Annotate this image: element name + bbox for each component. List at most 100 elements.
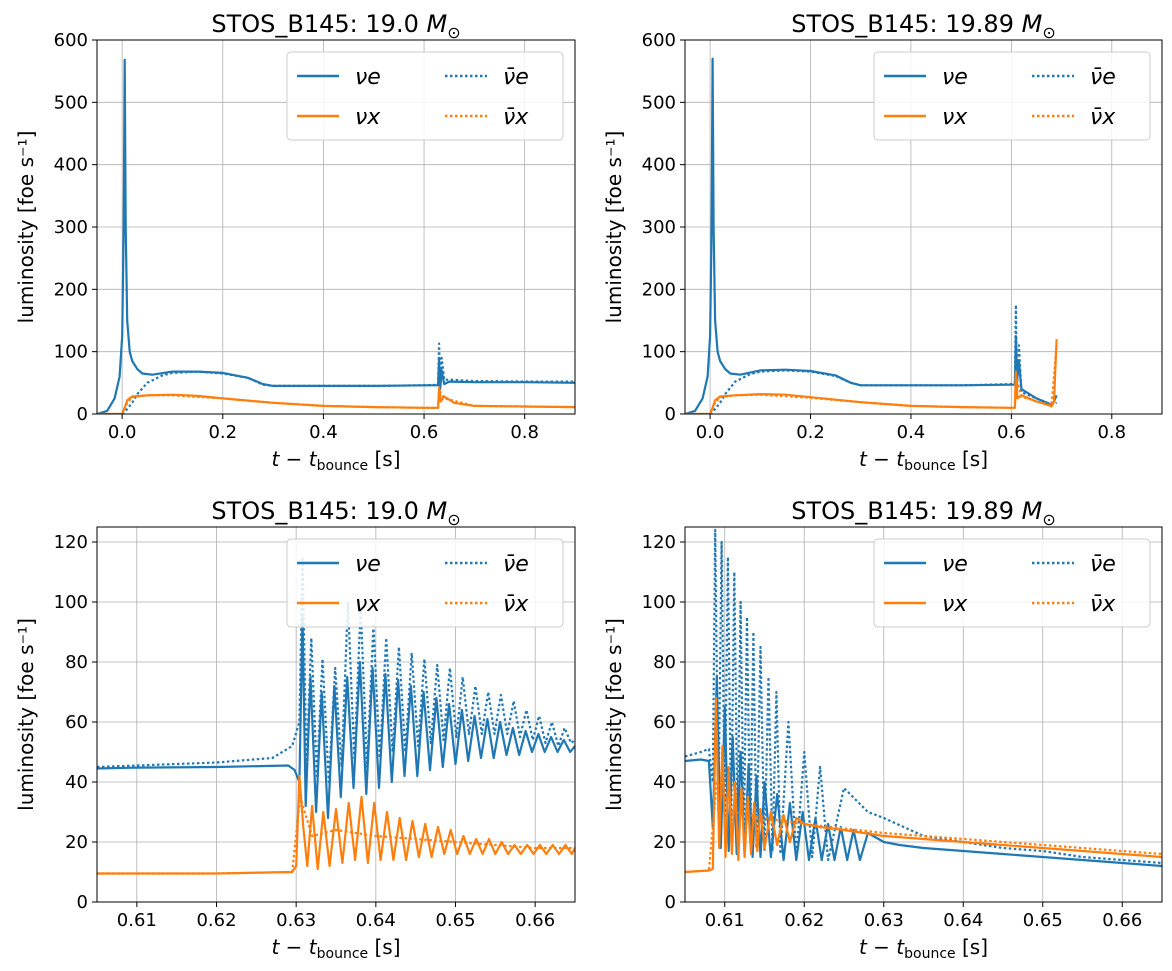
- legend-label: ν̄x: [503, 105, 529, 130]
- axes-frame: [684, 526, 1163, 903]
- series-line-dotted: [97, 795, 575, 875]
- legend: νe νx ν̄e ν̄x: [873, 538, 1151, 628]
- y-tick-label: 400: [54, 155, 88, 176]
- y-tick-label: 120: [54, 532, 88, 553]
- series-group: [97, 58, 575, 414]
- legend: νe νx ν̄e ν̄x: [286, 51, 564, 141]
- y-tick-label: 200: [54, 279, 88, 300]
- series-line-dotted: [709, 303, 1057, 414]
- legend-label: ν̄x: [1090, 105, 1116, 130]
- y-axis-label: luminosity [foe s⁻¹]: [14, 618, 38, 811]
- y-tick-label: 200: [642, 279, 676, 300]
- y-tick-label: 20: [65, 832, 88, 853]
- x-tick-label: 0.65: [435, 910, 475, 931]
- x-tick-label: 0.62: [784, 910, 824, 931]
- chart-bottom-left: 0.61 0.62 0.63 0.64 0.65 0.66020406080100120 …: [14, 497, 576, 962]
- legend-label: νe: [942, 552, 968, 577]
- y-tick-label: 300: [54, 217, 88, 238]
- x-tick-label: 0.62: [196, 910, 236, 931]
- y-tick-label: 60: [65, 712, 88, 733]
- legend-label: νe: [942, 65, 968, 90]
- legend-label: νx: [942, 592, 968, 617]
- ticks: 0.61 0.62 0.63 0.64 0.65 0.66 0 20 40 60 80 100 120: [642, 532, 1143, 931]
- x-tick-label: 0.66: [515, 910, 555, 931]
- legend-label: ν̄x: [503, 592, 529, 617]
- legend-box: [286, 51, 564, 141]
- x-tick-label: 0.0: [108, 422, 137, 443]
- y-tick-label: 300: [642, 217, 676, 238]
- y-tick-label: 100: [54, 342, 88, 363]
- legend-label: ν̄e: [1090, 65, 1116, 90]
- y-tick-label: 100: [642, 592, 676, 613]
- legend-label: ν̄e: [1090, 552, 1116, 577]
- x-tick-label: 0.6: [997, 422, 1026, 443]
- y-tick-label: 80: [65, 652, 88, 673]
- chart-title: STOS_B145: 19.0 M⊙: [211, 10, 460, 42]
- y-axis-label: luminosity [foe s⁻¹]: [602, 618, 626, 811]
- x-tick-label: 0.66: [1102, 910, 1142, 931]
- y-tick-label: 0: [77, 404, 88, 425]
- legend-label: νx: [942, 105, 968, 130]
- x-tick-label: 0.2: [796, 422, 825, 443]
- x-tick-label: 0.65: [1023, 910, 1063, 931]
- legend-label: ν̄e: [503, 65, 529, 90]
- legend: νe νx ν̄e ν̄x: [286, 538, 564, 628]
- chart-title: STOS_B145: 19.89 M⊙: [791, 497, 1055, 529]
- y-tick-label: 60: [653, 712, 676, 733]
- y-tick-label: 600: [54, 30, 88, 51]
- series-group: [685, 528, 1162, 874]
- x-axis-label: t − tbounce [s]: [271, 935, 400, 962]
- y-tick-label: 400: [642, 155, 676, 176]
- legend-label: ν̄e: [503, 552, 529, 577]
- x-tick-label: 0.2: [208, 422, 237, 443]
- chart-title: STOS_B145: 19.89 M⊙: [791, 10, 1055, 42]
- x-tick-label: 0.8: [1097, 422, 1126, 443]
- y-tick-label: 120: [642, 532, 676, 553]
- x-axis-label: t − tbounce [s]: [859, 935, 988, 962]
- legend-label: ν̄x: [1090, 592, 1116, 617]
- series-line-dotted: [97, 555, 575, 784]
- series-line-solid: [685, 696, 1162, 874]
- series-line-solid: [97, 615, 575, 820]
- y-tick-label: 500: [54, 92, 88, 113]
- x-tick-label: 0.61: [705, 910, 745, 931]
- x-tick-label: 0.64: [356, 910, 396, 931]
- legend-label: νx: [355, 105, 381, 130]
- legend-label: νe: [355, 552, 381, 577]
- x-tick-label: 0.8: [510, 422, 539, 443]
- x-tick-label: 0.6: [410, 422, 439, 443]
- x-tick-label: 0.4: [897, 422, 926, 443]
- y-axis-label: luminosity [foe s⁻¹]: [14, 131, 38, 324]
- x-tick-label: 0.4: [309, 422, 338, 443]
- y-tick-label: 40: [653, 772, 676, 793]
- y-tick-label: 600: [642, 30, 676, 51]
- x-axis-label: t − tbounce [s]: [859, 447, 988, 474]
- y-tick-label: 0: [77, 892, 88, 913]
- series-group: [685, 57, 1058, 414]
- x-tick-label: 0.61: [117, 910, 157, 931]
- series-line-dotted: [121, 342, 575, 414]
- x-axis-label: t − tbounce [s]: [271, 447, 400, 474]
- chart-top-left: 0.0 0.2 0.4 0.6 0.8 0 100 200 300 400 500 600 STOS_…: [14, 10, 576, 474]
- series-line-dotted: [97, 389, 575, 414]
- chart-title: STOS_B145: 19.0 M⊙: [211, 497, 460, 529]
- axes-frame: [96, 526, 576, 903]
- y-tick-label: 40: [65, 772, 88, 793]
- y-tick-label: 80: [653, 652, 676, 673]
- legend-box: [873, 538, 1151, 628]
- chart-bottom-right: 0.61 0.62 0.63 0.64 0.65 0.66020406080100120 …: [602, 497, 1163, 962]
- x-tick-label: 0.63: [276, 910, 316, 931]
- x-tick-label: 0.63: [864, 910, 904, 931]
- chart-top-right: 0.0 0.2 0.4 0.6 0.8 0 100 200 300 400 500 600 STOS_…: [602, 10, 1163, 474]
- legend-label: νe: [355, 65, 381, 90]
- y-tick-label: 0: [665, 404, 676, 425]
- legend: νe νx ν̄e ν̄x: [873, 51, 1151, 141]
- series-line-dotted: [685, 345, 1058, 414]
- legend-box: [873, 51, 1151, 141]
- x-tick-label: 0.0: [696, 422, 725, 443]
- legend-label: νx: [355, 592, 381, 617]
- x-tick-label: 0.64: [943, 910, 983, 931]
- ticks: 0.61 0.62 0.63 0.64 0.65 0.66 0 20 40 60 80 100 120: [54, 532, 556, 931]
